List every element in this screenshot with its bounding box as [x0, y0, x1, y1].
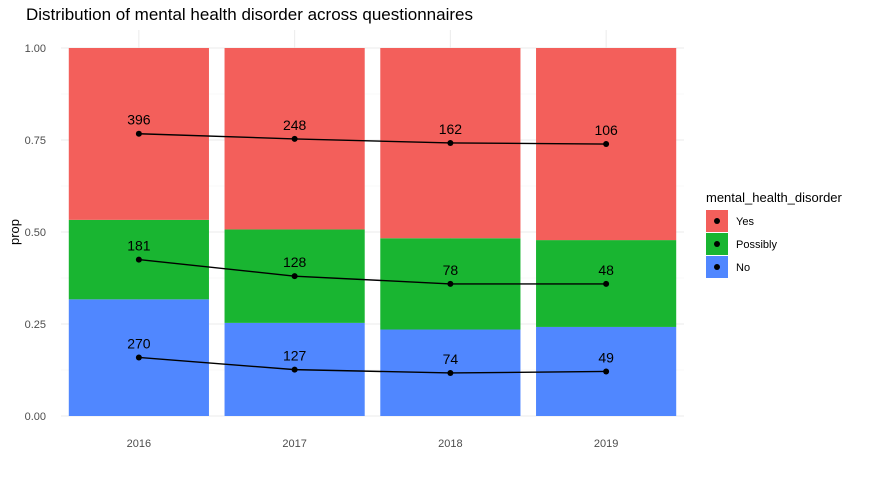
y-axis-title: prop: [7, 219, 22, 245]
count-label-possibly-2019: 48: [598, 262, 614, 278]
count-label-possibly-2016: 181: [127, 238, 151, 254]
y-tick-label: 0.00: [25, 411, 46, 423]
point-no-2017: [291, 366, 298, 373]
y-tick-label: 0.75: [25, 135, 46, 147]
legend-point-no: [714, 264, 720, 270]
count-label-no-2019: 49: [598, 349, 614, 365]
x-tick-label: 2016: [127, 438, 151, 450]
point-yes-2017: [291, 135, 298, 142]
y-axis-ticks: 0.00 0.25 0.50 0.75 1.00: [25, 43, 46, 423]
y-tick-label: 0.25: [25, 319, 46, 331]
count-label-yes-2019: 106: [594, 122, 618, 138]
count-label-possibly-2018: 78: [443, 262, 459, 278]
count-label-no-2018: 74: [443, 351, 459, 367]
lines: [135, 130, 610, 376]
line-yes: [138, 133, 607, 145]
count-label-yes-2018: 162: [439, 121, 463, 137]
count-label-possibly-2017: 128: [283, 254, 307, 270]
legend: mental_health_disorder Yes Possibly No: [706, 190, 843, 278]
point-no-2016: [135, 354, 142, 361]
x-axis-ticks: 2016 2017 2018 2019: [127, 438, 619, 450]
count-labels: 270 127 74 49 181 128 78 48 396 248 162 106: [127, 112, 618, 367]
line-possibly: [138, 258, 607, 285]
legend-label-no: No: [736, 262, 750, 274]
point-possibly-2017: [291, 273, 298, 280]
point-possibly-2016: [135, 256, 142, 263]
legend-label-possibly: Possibly: [736, 239, 777, 251]
x-tick-label: 2018: [438, 438, 462, 450]
x-tick-label: 2017: [282, 438, 306, 450]
chart-title: Distribution of mental health disorder a…: [26, 5, 473, 24]
point-no-2018: [447, 369, 454, 376]
legend-point-possibly: [714, 241, 720, 247]
count-label-no-2017: 127: [283, 348, 307, 364]
point-possibly-2019: [603, 280, 610, 287]
legend-point-yes: [714, 218, 720, 224]
point-yes-2019: [603, 141, 610, 148]
y-tick-label: 0.50: [25, 227, 46, 239]
point-possibly-2018: [447, 280, 454, 287]
point-no-2019: [603, 368, 610, 375]
count-label-no-2016: 270: [127, 335, 151, 351]
x-tick-label: 2019: [594, 438, 618, 450]
point-yes-2016: [135, 130, 142, 137]
line-no: [138, 356, 607, 374]
point-yes-2018: [447, 139, 454, 146]
count-label-yes-2017: 248: [283, 117, 307, 133]
count-label-yes-2016: 396: [127, 112, 151, 128]
y-tick-label: 1.00: [25, 43, 46, 55]
legend-title: mental_health_disorder: [706, 190, 843, 205]
bars: [68, 48, 677, 416]
legend-label-yes: Yes: [736, 216, 754, 228]
